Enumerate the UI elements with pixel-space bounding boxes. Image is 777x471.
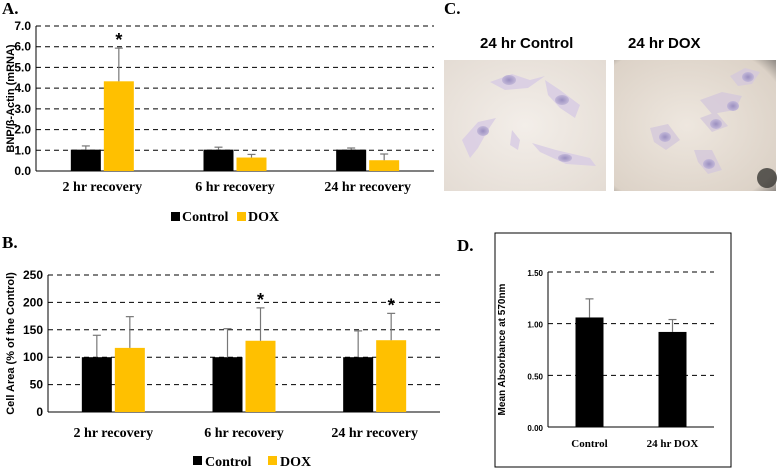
y-axis-label: Mean Absorbance at 570nm	[497, 283, 508, 415]
y-tick-label: 50	[30, 378, 44, 392]
panel-a: A. 0.0 1.0 2.0 3.0 4.0 5.0 6.0 7.0 BNP/β-Actin (…	[2, 0, 434, 225]
photo-control-title: 24 hr Control	[480, 35, 573, 52]
bar-control	[81, 357, 112, 412]
y-tick-label: 2.0	[14, 123, 31, 137]
y-tick-label: 4.0	[14, 81, 31, 95]
bar-control	[343, 357, 374, 412]
panel-a-label: A.	[2, 0, 19, 18]
significance-marker: *	[388, 295, 395, 315]
panel-a-legend: Control DOX	[171, 210, 279, 225]
y-tick-label: 1.00	[527, 321, 543, 330]
bar-dox	[236, 157, 267, 171]
panel-d-chart: 0.00 0.50 1.00 1.50 Mean Absorbance at 570nm…	[497, 269, 714, 450]
panel-b: B. 0 50 100 150 200 250 Cell Area (% of the Co…	[2, 233, 440, 470]
y-tick-label: 6.0	[14, 40, 31, 54]
legend-dox-swatch	[237, 212, 246, 221]
legend-control-label: Control	[182, 210, 229, 225]
y-tick-label: 5.0	[14, 60, 31, 74]
legend-dox-label: DOX	[280, 455, 311, 470]
y-tick-label: 200	[23, 295, 43, 309]
bar-dox	[376, 340, 407, 412]
micrograph-dox	[614, 60, 777, 191]
bar-dox	[369, 160, 400, 171]
bar-absorbance	[575, 317, 604, 427]
x-category-label: 24 hr DOX	[647, 438, 699, 450]
bar-control	[203, 149, 234, 171]
y-tick-label: 1.50	[527, 269, 543, 278]
y-tick-label: 0.00	[527, 424, 543, 433]
legend-control-swatch	[171, 212, 180, 221]
y-tick-label: 0.50	[527, 372, 543, 381]
legend-control-swatch	[193, 456, 202, 465]
x-category-label: 2 hr recovery	[74, 426, 154, 441]
bar-dox	[245, 340, 276, 412]
panel-c-label: C.	[444, 0, 461, 18]
x-category-label: 6 hr recovery	[204, 426, 284, 441]
bar-absorbance	[658, 331, 687, 427]
significance-marker: *	[257, 290, 264, 310]
legend-dox-label: DOX	[248, 210, 279, 225]
significance-marker: *	[115, 30, 122, 50]
panel-b-chart: 0 50 100 150 200 250 Cell Area (% of the Contr…	[5, 268, 440, 441]
legend-dox-swatch	[268, 456, 277, 465]
panel-d: D. 0.00 0.50 1.00 1.50 Mean Absorbance at 57…	[457, 232, 732, 468]
bar-dox	[103, 81, 134, 171]
y-tick-label: 100	[23, 350, 43, 364]
bar-control	[70, 149, 101, 171]
y-tick-label: 150	[23, 323, 43, 337]
y-axis-label: BNP/β-Actin (mRNA)	[5, 44, 17, 152]
y-tick-label: 1.0	[14, 143, 31, 157]
x-category-label: 24 hr recovery	[331, 426, 418, 441]
panel-b-legend: Control DOX	[193, 455, 311, 470]
x-category-label: Control	[571, 438, 607, 450]
panel-d-label: D.	[457, 236, 474, 255]
x-category-label: 24 hr recovery	[324, 180, 411, 195]
y-tick-label: 250	[23, 268, 43, 282]
photo-dox-title: 24 hr DOX	[628, 35, 701, 52]
bar-control	[212, 357, 243, 412]
micrograph-control	[444, 60, 606, 191]
y-tick-label: 0.0	[14, 164, 31, 178]
x-category-label: 2 hr recovery	[63, 180, 143, 195]
y-tick-label: 3.0	[14, 102, 31, 116]
bar-dox	[114, 347, 145, 412]
panel-a-chart: 0.0 1.0 2.0 3.0 4.0 5.0 6.0 7.0 BNP/β-Actin (mRN…	[5, 19, 434, 195]
panel-c: C. 24 hr Control 24 hr DOX	[444, 0, 777, 191]
y-tick-label: 0	[36, 405, 43, 419]
bar-control	[336, 149, 367, 171]
legend-control-label: Control	[205, 455, 252, 470]
y-tick-label: 7.0	[14, 19, 31, 33]
y-axis-label: Cell Area (% of the Control)	[5, 272, 17, 415]
x-category-label: 6 hr recovery	[195, 180, 275, 195]
panel-b-label: B.	[2, 233, 18, 252]
